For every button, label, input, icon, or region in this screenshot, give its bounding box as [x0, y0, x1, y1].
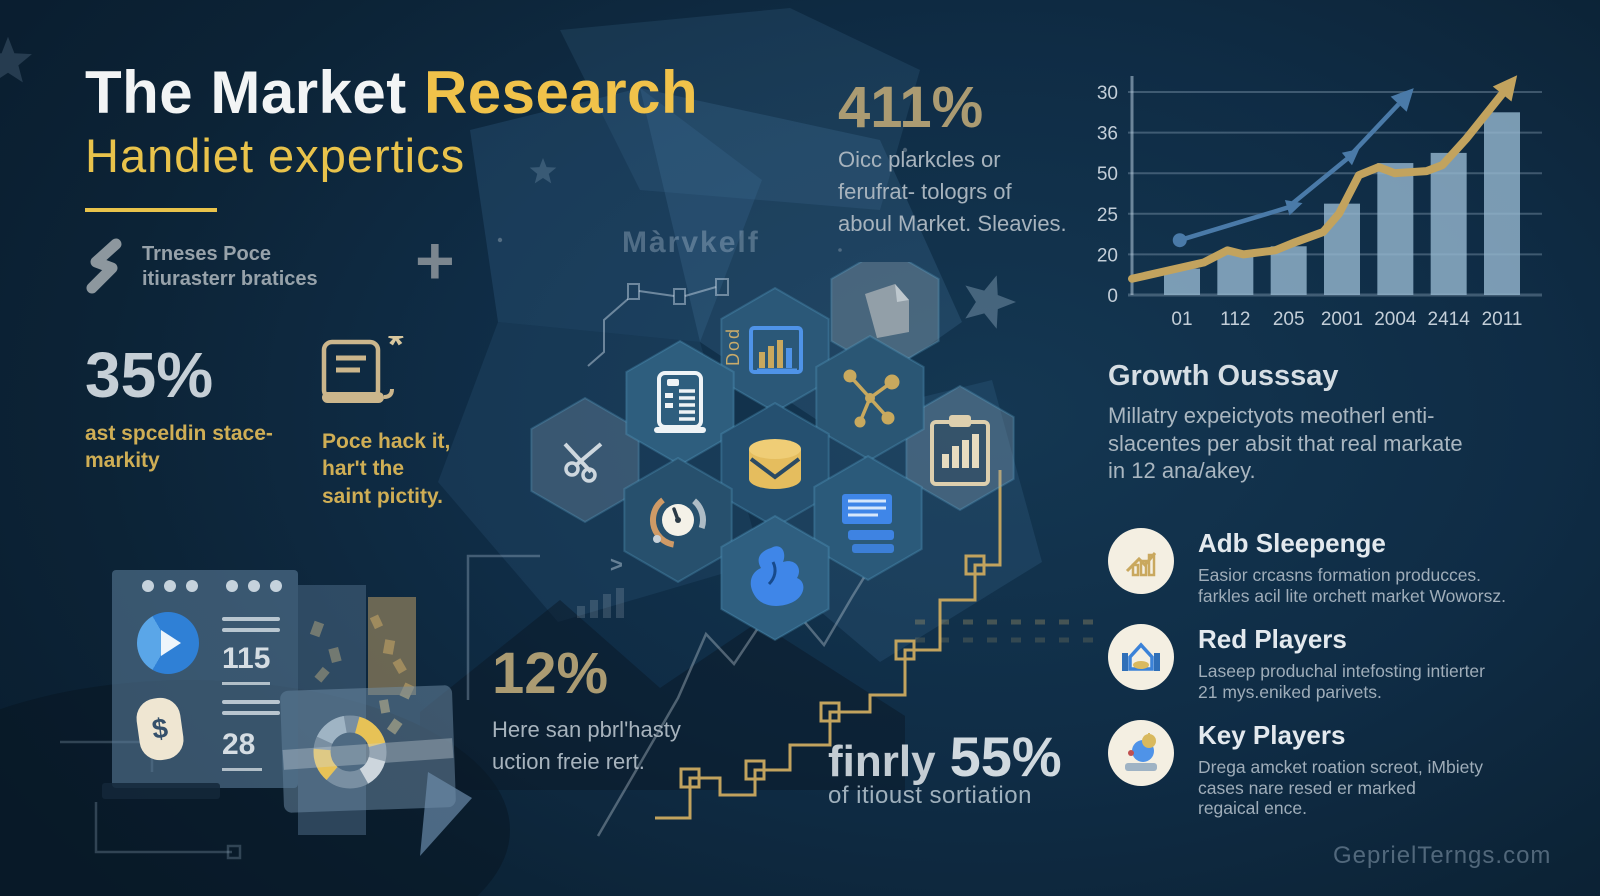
list-item: Key Players Drega amcket roation screot,…: [1108, 720, 1483, 819]
scroll-note-text: Poce hack it, har't the saint pictity.: [322, 430, 451, 508]
svg-text:2414: 2414: [1428, 309, 1471, 328]
star-icon: [965, 275, 1016, 329]
brand-block: Trneses Poce itiurasterr bratices: [82, 238, 318, 296]
stat-35-desc: ast spceldin stace- markity: [85, 422, 273, 473]
robot-person-icon: [1108, 720, 1174, 786]
squiggle-brand-icon: [86, 238, 122, 294]
growth-heading: Growth Ousssay: [1108, 360, 1339, 392]
mountains-silhouette: [420, 600, 905, 790]
database-icon: [749, 439, 801, 489]
bar-chart-document-icon: Dod: [723, 326, 803, 374]
stat-55-caption: of itioust sortiation: [828, 782, 1032, 809]
growth-chart: 30 36 50 25 20 0 01 112 205 2001 2004 2414 2011: [1097, 75, 1542, 328]
hex-cluster: Dod: [530, 262, 1015, 642]
plus-icon: +: [415, 223, 455, 299]
gold-step-line: [655, 470, 1002, 820]
stat-12-value: 12%: [492, 641, 609, 706]
home-gate-icon: [1108, 624, 1174, 690]
svg-text:30: 30: [1097, 83, 1118, 104]
player-title: Red Players: [1198, 624, 1347, 654]
player-title: Adb Sleepenge: [1198, 528, 1386, 558]
page-title: The Market Research: [85, 58, 698, 127]
svg-text:20: 20: [1097, 245, 1118, 266]
card-metric-1: 115: [222, 642, 271, 675]
svg-text:36: 36: [1097, 124, 1118, 145]
title-white: The Market: [85, 59, 424, 126]
stat-35-value: 35%: [85, 339, 214, 411]
scroll-icon: *: [321, 336, 404, 403]
card-metric-2: 28: [222, 728, 256, 761]
brand-line2: itiurasterr bratices: [142, 268, 318, 290]
watermark: GeprielTerngs.com: [1333, 842, 1552, 869]
stat-55-block: finrly 55%: [828, 724, 1062, 789]
stat-411-desc: Oicc plarkcles or ferufrat- tologrs of a…: [838, 147, 1067, 236]
window-dots: [142, 580, 302, 592]
svg-text:50: 50: [1097, 164, 1118, 185]
growth-bars-icon: [1108, 528, 1174, 594]
title-underline: [85, 208, 217, 212]
player-title: Key Players: [1198, 720, 1346, 750]
svg-text:2011: 2011: [1482, 309, 1523, 328]
folded-paper-icon: [865, 284, 909, 338]
mini-bars-decor: [577, 588, 624, 618]
list-item: Red Players Laseep produchal intefosting…: [1108, 624, 1485, 702]
stat-12-desc: Here san pbrl'hasty uction freie rert.: [492, 717, 681, 774]
stacked-documents-icon: [842, 494, 894, 553]
svg-text:2001: 2001: [1321, 309, 1363, 328]
svg-text:2004: 2004: [1374, 309, 1417, 328]
tan-panel: [368, 597, 416, 695]
star-icon: [529, 158, 557, 184]
hand-icon: [750, 546, 804, 606]
svg-text:0: 0: [1107, 286, 1118, 307]
svg-text:112: 112: [1220, 309, 1250, 328]
donut-chart: [313, 715, 387, 789]
server-icon: [654, 371, 706, 433]
laptop-base: [102, 783, 220, 799]
dollar-icon: $: [133, 695, 187, 763]
clipboard-chart-icon: [930, 415, 990, 486]
scissors-icon: [563, 442, 603, 483]
node-diagram-decor: [587, 278, 729, 367]
faint-trend-decor: [596, 557, 878, 837]
asterisk: *: [388, 336, 404, 367]
title-accent: Research: [423, 59, 699, 126]
growth-body: Millatry expeictyots meotherl enti- slac…: [1108, 403, 1463, 483]
stat-411-value: 411%: [838, 75, 984, 140]
svg-text:25: 25: [1097, 205, 1118, 226]
window-card: 115 28 $: [112, 570, 298, 788]
stat-55-value: 55%: [949, 725, 1062, 788]
svg-text:Dod: Dod: [723, 327, 743, 366]
play-icon: [137, 612, 199, 674]
list-item: Adb Sleepenge Easior crcasns formation p…: [1108, 528, 1506, 606]
stat-55-prefix: finrly: [828, 737, 936, 786]
star-icon: [0, 36, 32, 83]
svg-text:01: 01: [1171, 309, 1192, 328]
chevron-icon: >: [610, 552, 623, 577]
hex-watermark: Màrvkelf: [622, 226, 760, 259]
network-nodes-icon: [843, 369, 900, 428]
svg-text:205: 205: [1273, 309, 1305, 328]
brand-line1: Trneses Poce: [142, 243, 271, 265]
page-subtitle: Handiet expertics: [85, 129, 466, 182]
